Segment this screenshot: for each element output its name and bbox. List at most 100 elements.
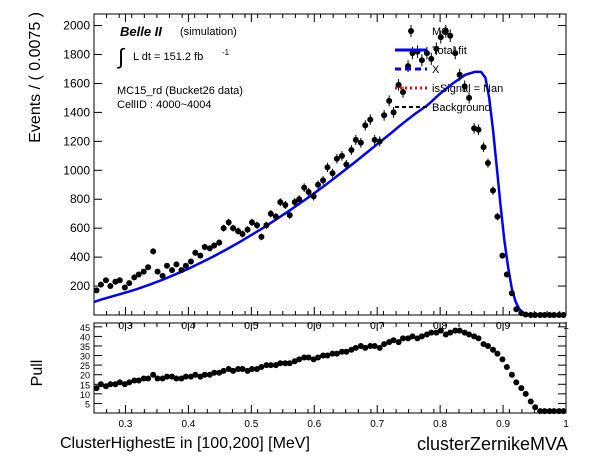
mc-point	[310, 193, 317, 200]
mc-point	[272, 213, 279, 220]
mc-point	[116, 277, 123, 284]
pull-point	[513, 379, 520, 386]
pull-point	[131, 377, 138, 384]
main-y-tick-label: 2000	[63, 19, 90, 33]
pull-point	[164, 373, 171, 380]
legend-background-label: Background	[432, 102, 491, 114]
pull-point	[537, 408, 544, 415]
main-y-tick-label: 800	[70, 192, 90, 206]
pull-y-tick-label: 5	[85, 399, 90, 409]
mc-point	[235, 228, 242, 235]
pull-y-tick-label: 40	[80, 332, 90, 342]
legend-x-label: X	[432, 64, 440, 76]
mc-point	[371, 136, 378, 143]
mc-point	[376, 138, 383, 145]
main-y-tick-label: 1800	[63, 48, 90, 62]
mc-point	[145, 264, 152, 271]
mc-point	[400, 89, 407, 96]
mc-point	[527, 312, 534, 318]
mc-point	[263, 222, 270, 229]
pull-point	[324, 352, 331, 359]
mc-point	[338, 152, 345, 159]
pull-point	[154, 375, 161, 382]
mc-point	[499, 252, 506, 259]
mc-point	[315, 181, 322, 188]
luminosity-label: L dt = 151.2 fb	[133, 51, 203, 63]
pull-y-tick-label: 30	[80, 352, 90, 362]
main-y-tick-label: 1000	[63, 163, 90, 177]
pull-point	[315, 354, 322, 361]
legend-mc-label: MC	[432, 26, 449, 38]
mc-point	[541, 312, 548, 318]
pull-point	[173, 375, 180, 382]
pull-point	[192, 371, 199, 378]
pull-point	[230, 367, 237, 374]
pull-point	[235, 365, 242, 372]
mc-point	[442, 28, 449, 35]
mc-point	[225, 219, 232, 226]
pull-point	[418, 333, 425, 340]
mc-point	[357, 139, 364, 146]
pull-point	[400, 335, 407, 342]
pull-point	[522, 390, 529, 397]
mc-point	[192, 249, 199, 256]
mc-point	[409, 50, 416, 57]
mc-point	[456, 71, 463, 78]
pull-y-tick-label: 35	[80, 342, 90, 352]
mc-point	[197, 252, 204, 259]
pull-point	[333, 350, 340, 357]
mc-point	[546, 312, 553, 318]
pull-point	[532, 404, 539, 411]
mc-point	[461, 83, 468, 90]
luminosity-exponent: -1	[222, 48, 230, 57]
pull-point	[371, 342, 378, 349]
mc-point	[164, 262, 171, 269]
pull-x-tick-label: 0.6	[307, 419, 321, 430]
mc-point	[428, 55, 435, 62]
pull-point	[409, 333, 416, 340]
mc-point	[343, 161, 350, 168]
pull-point	[437, 327, 444, 334]
mc-point	[508, 290, 515, 297]
mc-point	[560, 312, 567, 318]
mc-point	[154, 268, 161, 275]
pull-x-tick-label: 0.9	[496, 419, 510, 430]
mc-point	[282, 202, 289, 209]
pull-point	[338, 348, 345, 355]
mc-point	[169, 267, 176, 274]
pull-y-axis-label: Pull	[29, 360, 46, 387]
mc-point	[291, 199, 298, 206]
pull-point	[263, 362, 270, 369]
mc-point	[248, 219, 255, 226]
mc-point	[187, 258, 194, 265]
simulation-label: (simulation)	[180, 26, 237, 38]
mc-point	[173, 261, 180, 268]
mc-point	[286, 212, 293, 219]
mc-point	[244, 226, 251, 233]
main-y-tick-label: 1400	[63, 105, 90, 119]
pull-point	[376, 344, 383, 351]
pull-point	[546, 408, 553, 415]
mc-point	[551, 312, 558, 318]
pull-point	[362, 344, 369, 351]
mc-point	[489, 187, 496, 194]
mc-point	[305, 188, 312, 195]
pull-plot-frame	[93, 322, 567, 414]
mc-point	[395, 81, 402, 88]
main-y-tick-label: 1200	[63, 134, 90, 148]
mc-point	[333, 155, 340, 162]
pull-point	[475, 335, 482, 342]
pull-point	[258, 364, 265, 371]
pull-point	[503, 364, 510, 371]
sample-label: MC15_rd (Bucket26 data)	[117, 85, 243, 97]
legend: MC Total fit X isSignal = Nan Background	[395, 25, 503, 114]
pull-point	[93, 385, 100, 392]
pull-point	[305, 354, 312, 361]
pull-point	[367, 342, 374, 349]
pull-x-tick-label: 0.5	[244, 419, 258, 430]
pull-point	[452, 327, 459, 334]
pull-point	[220, 367, 227, 374]
mc-point	[437, 34, 444, 41]
